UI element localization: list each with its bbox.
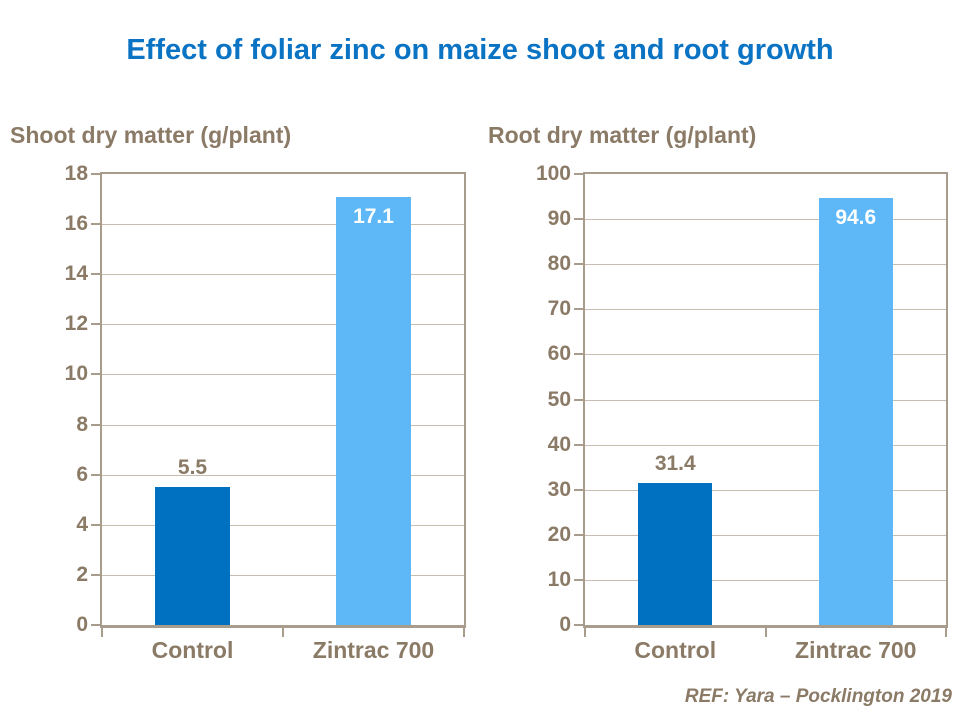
x-category-label: Control	[634, 637, 717, 663]
page-title: Effect of foliar zinc on maize shoot and…	[126, 34, 834, 66]
y-axis-tick	[91, 423, 100, 426]
bar-value-label: 94.6	[835, 206, 877, 230]
bar-control	[638, 483, 713, 625]
y-gridline	[585, 219, 946, 221]
y-axis-tick	[574, 218, 583, 221]
y-axis-tick	[574, 353, 583, 356]
y-gridline	[102, 424, 464, 426]
root-chart-plot-area: 0 10 20 30 40 50 60 70 80 90 100 31.4 Control 94.6 Zin…	[536, 162, 948, 663]
y-axis-tick	[574, 443, 583, 446]
y-axis-tick	[91, 273, 100, 276]
y-axis-tick-label: 50	[547, 387, 571, 411]
y-axis-tick	[574, 308, 583, 311]
reference-text: REF: Yara – Pocklington 2019	[684, 686, 952, 707]
y-axis-tick-label: 100	[535, 162, 571, 185]
y-axis-tick	[91, 323, 100, 326]
y-gridline	[585, 444, 946, 446]
y-gridline	[585, 489, 946, 491]
y-gridline	[102, 224, 464, 226]
shoot-chart-plot-area: 0 2 4 6 8 10 12 14 16 18 5.5 Control 17.1 Zintrac 700	[65, 162, 466, 663]
y-axis-tick	[91, 373, 100, 376]
y-axis-tick-label: 90	[547, 207, 571, 231]
y-axis-tick	[574, 578, 583, 581]
y-axis-tick	[91, 223, 100, 226]
y-gridline	[585, 309, 946, 311]
bar-zintrac-700	[818, 198, 893, 625]
root-chart-title: Root dry matter (g/plant)	[488, 122, 757, 148]
y-axis-tick	[574, 263, 583, 266]
y-gridline	[585, 264, 946, 266]
y-axis-tick-label: 20	[547, 522, 571, 546]
shoot-chart-title: Shoot dry matter (g/plant)	[10, 122, 292, 148]
y-axis-tick	[91, 473, 100, 476]
y-axis-tick-label: 16	[64, 212, 88, 236]
bar-value-label: 5.5	[177, 456, 208, 480]
y-axis-tick	[574, 624, 583, 626]
y-axis-tick-label: 6	[76, 462, 88, 486]
y-axis-tick	[574, 398, 583, 401]
x-axis-tick	[584, 628, 586, 637]
y-axis-tick-label: 8	[76, 412, 88, 436]
y-axis-tick-label: 18	[64, 162, 88, 185]
y-axis-tick	[91, 624, 100, 626]
y-axis-tick-label: 60	[547, 342, 571, 366]
bar-zintrac-700	[336, 196, 411, 625]
y-gridline	[102, 374, 464, 376]
x-axis-tick	[282, 628, 284, 637]
y-gridline	[585, 534, 946, 536]
bar-value-label: 31.4	[654, 452, 696, 476]
y-axis-tick-label: 0	[76, 613, 88, 636]
y-axis-tick-label: 10	[64, 362, 88, 386]
x-category-label: Zintrac 700	[312, 637, 435, 663]
y-gridline	[585, 579, 946, 581]
y-axis-tick	[574, 533, 583, 536]
y-axis-tick-label: 30	[547, 477, 571, 501]
x-category-label: Control	[151, 637, 234, 663]
x-axis-tick	[463, 628, 465, 637]
y-gridline	[102, 574, 464, 576]
y-gridline	[585, 399, 946, 401]
y-gridline	[585, 354, 946, 356]
y-axis-tick-label: 14	[64, 262, 88, 286]
y-axis-tick	[91, 173, 100, 175]
y-gridline	[102, 524, 464, 526]
x-axis-tick	[764, 628, 767, 637]
y-axis-tick-label: 40	[547, 432, 571, 456]
x-axis-tick	[945, 628, 947, 637]
y-axis-tick-label: 80	[547, 252, 571, 276]
y-axis-tick-label: 0	[559, 613, 571, 636]
y-gridline	[102, 324, 464, 326]
y-gridline	[102, 274, 464, 276]
x-category-label: Zintrac 700	[795, 637, 917, 663]
y-axis-tick-label: 4	[76, 512, 88, 536]
bar-control	[155, 487, 230, 625]
y-axis-tick-label: 2	[76, 562, 88, 586]
y-axis-tick-label: 12	[64, 312, 88, 336]
y-axis-tick-label: 10	[547, 567, 571, 591]
y-axis-tick	[91, 523, 100, 526]
y-axis-tick	[574, 173, 583, 175]
y-axis-tick-label: 70	[547, 297, 571, 321]
bar-value-label: 17.1	[353, 204, 394, 228]
y-axis-tick	[574, 488, 583, 491]
y-axis-tick	[91, 573, 100, 576]
y-gridline	[102, 474, 464, 476]
x-axis-tick	[101, 628, 103, 637]
